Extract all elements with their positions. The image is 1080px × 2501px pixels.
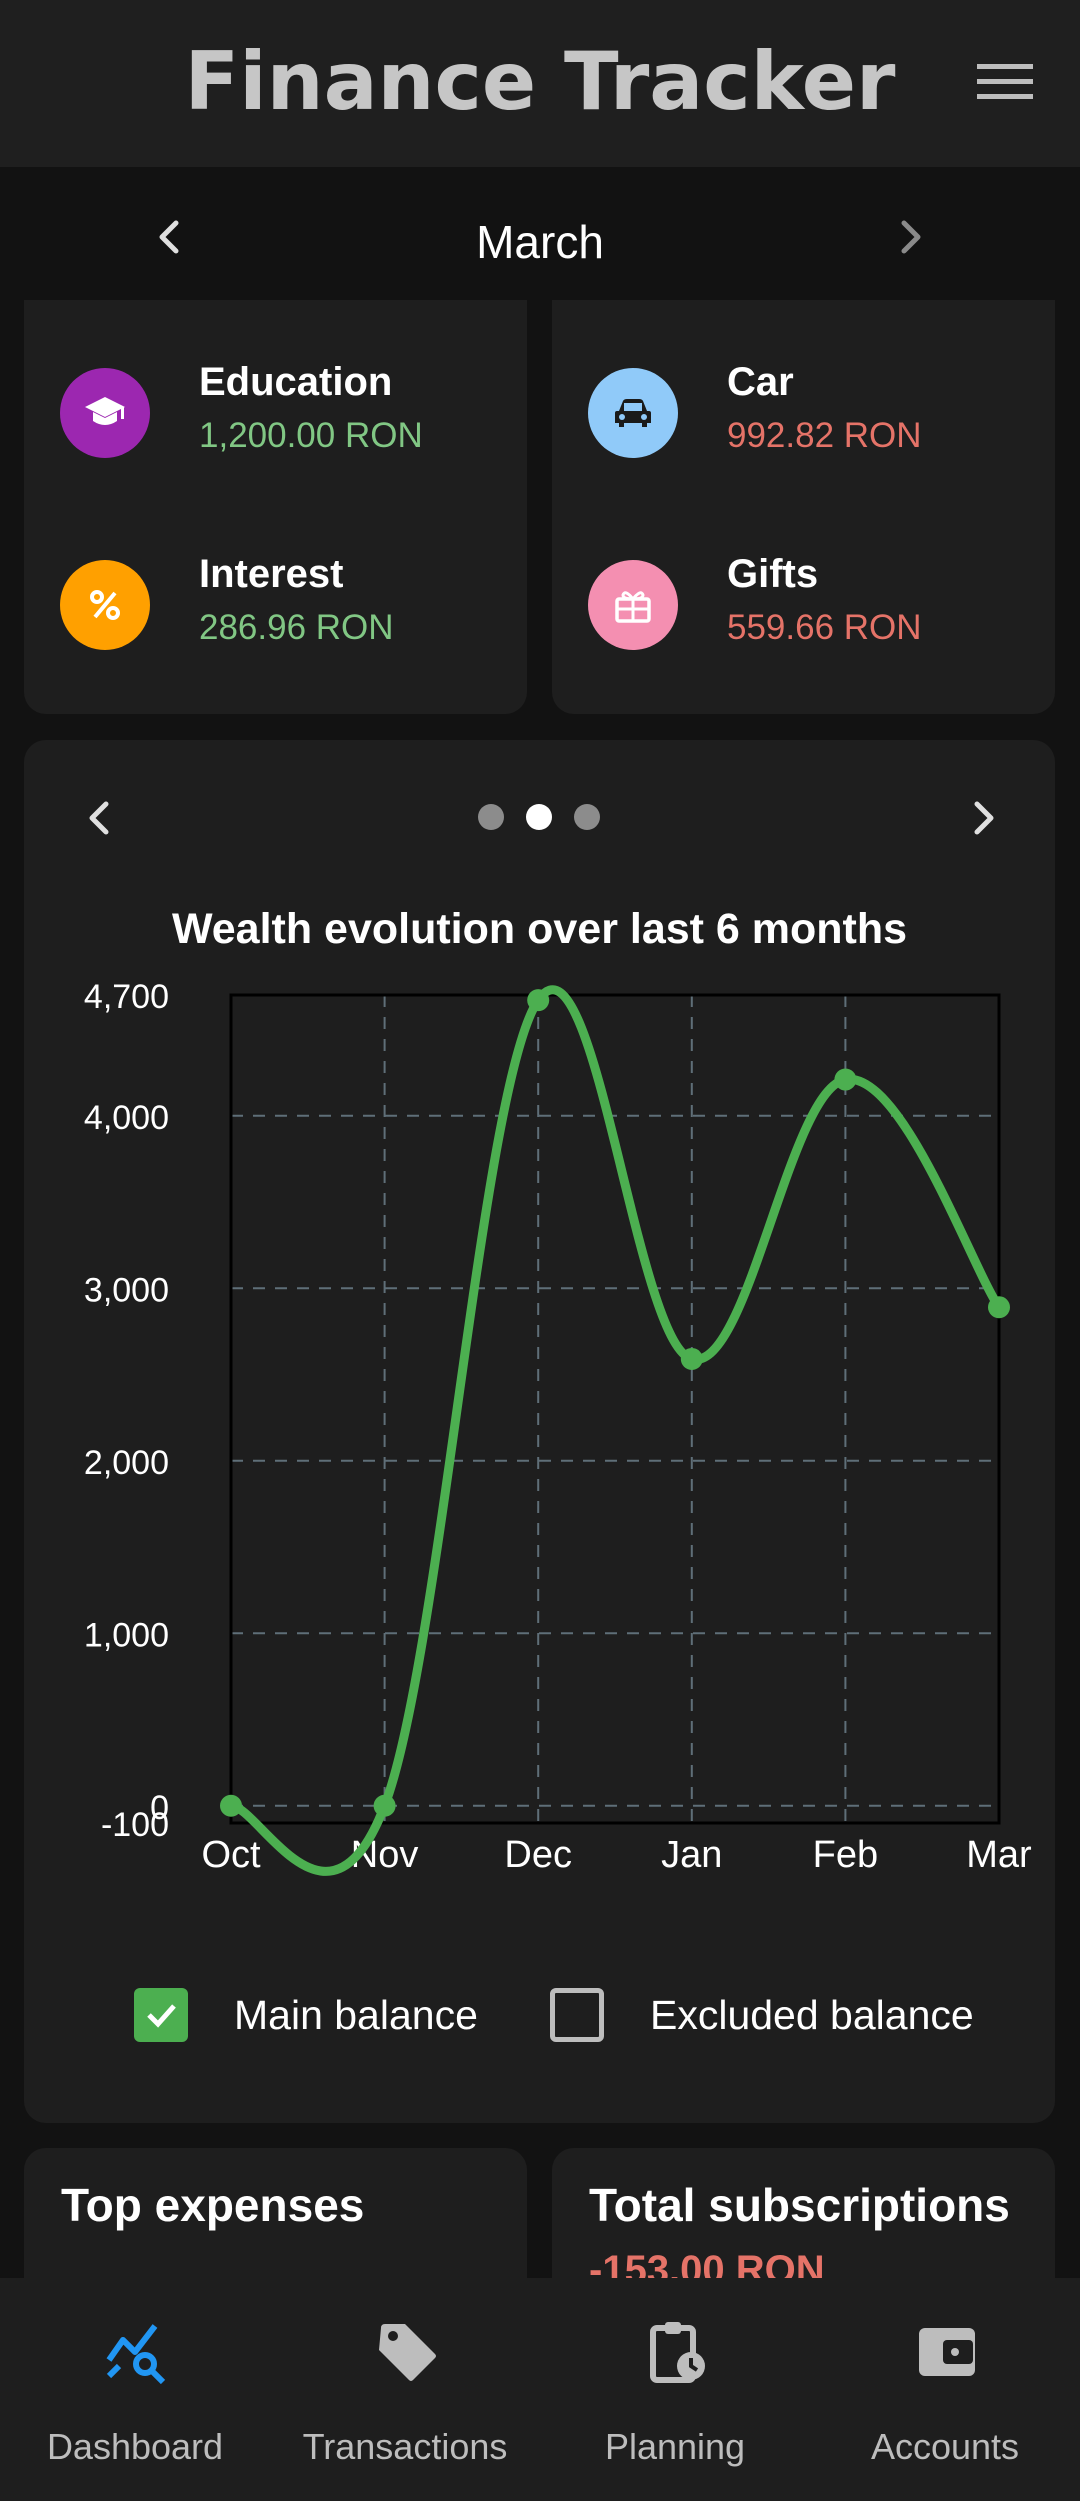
tag-icon	[379, 2324, 436, 2381]
y-tick-label: 4,000	[84, 1099, 169, 1137]
data-point	[527, 989, 550, 1012]
nav-label: Transactions	[302, 2426, 508, 2467]
data-point	[680, 1347, 703, 1370]
category-item-interest[interactable]: Interest 286.96 RON	[60, 542, 500, 662]
category-name: Gifts	[727, 552, 819, 596]
next-month-button[interactable]	[880, 207, 940, 267]
percent-icon	[60, 560, 150, 650]
previous-chart-button[interactable]	[74, 790, 124, 846]
category-amount: 1,200.00 RON	[199, 416, 423, 455]
app-bar: Finance Tracker	[0, 0, 1080, 167]
category-amount: 286.96 RON	[199, 608, 394, 647]
y-tick-label: 3,000	[84, 1271, 169, 1309]
chart-title: Wealth evolution over last 6 months	[171, 905, 908, 953]
nav-label: Planning	[604, 2426, 746, 2467]
current-month-label: March	[476, 216, 604, 268]
legend-label: Main balance	[234, 1991, 478, 2038]
x-tick-label: Jan	[661, 1834, 722, 1876]
chevron-left-icon	[89, 801, 109, 835]
pager-dot-3[interactable]	[574, 804, 600, 830]
chevron-right-icon	[901, 220, 921, 254]
car-icon	[588, 368, 678, 458]
category-amount: 559.66 RON	[727, 608, 922, 647]
income-categories-card: Education 1,200.00 RON Interest 286.96 R…	[24, 300, 527, 714]
pager-dot-1[interactable]	[478, 804, 504, 830]
legend-label: Excluded balance	[650, 1991, 974, 2038]
category-name: Interest	[199, 552, 344, 596]
category-item-education[interactable]: Education 1,200.00 RON	[60, 350, 500, 470]
app-title: Finance Tracker	[184, 35, 896, 128]
nav-label: Accounts	[870, 2426, 1020, 2467]
top-expenses-title: Top expenses	[61, 2179, 365, 2231]
next-chart-button[interactable]	[959, 790, 1009, 846]
x-tick-label: Dec	[504, 1834, 572, 1876]
wallet-icon	[919, 2328, 975, 2376]
checkmark-icon	[147, 2004, 176, 2028]
main-balance-checkbox[interactable]	[134, 1988, 188, 2042]
data-point	[988, 1296, 1010, 1319]
excluded-balance-checkbox[interactable]	[550, 1988, 604, 2042]
menu-button[interactable]	[975, 60, 1035, 104]
category-name: Car	[727, 360, 794, 404]
series-line-main-balance	[226, 985, 1004, 1876]
nav-label: Dashboard	[46, 2426, 224, 2467]
wealth-chart-card: Wealth evolution over last 6 months -100…	[24, 740, 1055, 2123]
chevron-right-icon	[974, 801, 994, 835]
legend-excluded-balance[interactable]: Excluded balance	[550, 1985, 974, 2045]
expense-categories-card: Car 992.82 RON Gifts 559.66 RON	[552, 300, 1055, 714]
data-point	[220, 1794, 242, 1817]
chevron-left-icon	[159, 220, 179, 254]
clipboard-clock-icon	[650, 2322, 705, 2383]
nav-dashboard[interactable]: Dashboard	[0, 2278, 270, 2501]
y-tick-label: 4,700	[84, 978, 169, 1016]
gift-icon	[588, 560, 678, 650]
data-point	[834, 1068, 857, 1091]
category-item-car[interactable]: Car 992.82 RON	[588, 350, 1028, 470]
y-tick-label: 1,000	[84, 1616, 169, 1654]
y-tick-label: 2,000	[84, 1444, 169, 1482]
y-tick-label: 0	[150, 1789, 169, 1827]
previous-month-button[interactable]	[140, 207, 200, 267]
pager-dot-2[interactable]	[526, 804, 552, 830]
nav-accounts[interactable]: Accounts	[810, 2278, 1080, 2501]
bottom-navigation: Dashboard Transactions Planning Accounts	[0, 2278, 1080, 2501]
month-selector: March	[0, 167, 1080, 312]
legend-main-balance[interactable]: Main balance	[134, 1985, 478, 2045]
category-name: Education	[199, 360, 393, 404]
analytics-icon	[106, 2324, 166, 2384]
x-tick-label: Feb	[813, 1834, 878, 1876]
x-tick-label: Oct	[201, 1834, 261, 1876]
graduation-cap-icon	[60, 368, 150, 458]
data-point	[373, 1794, 396, 1817]
subscriptions-title: Total subscriptions	[589, 2179, 1010, 2231]
category-item-gifts[interactable]: Gifts 559.66 RON	[588, 542, 1028, 662]
y-tick-label: -100	[101, 1806, 169, 1844]
hamburger-menu-icon	[977, 64, 1033, 99]
x-tick-label: Mar	[966, 1834, 1032, 1876]
plot-area-border	[229, 993, 1001, 1825]
nav-planning[interactable]: Planning	[540, 2278, 810, 2501]
nav-transactions[interactable]: Transactions	[270, 2278, 540, 2501]
category-amount: 992.82 RON	[727, 416, 922, 455]
